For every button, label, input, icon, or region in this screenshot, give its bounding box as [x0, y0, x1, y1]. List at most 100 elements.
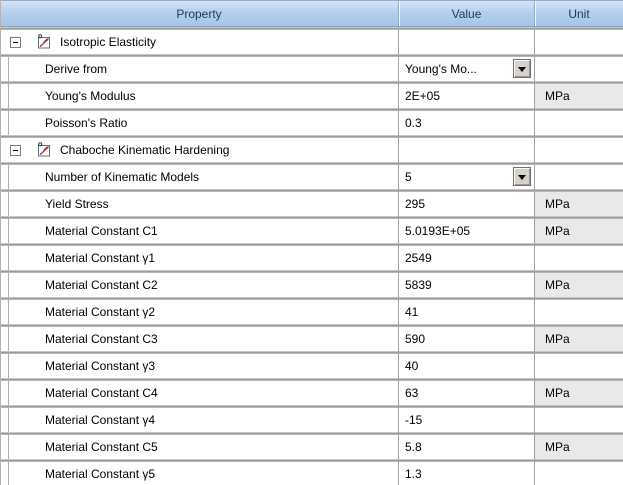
row-separator — [0, 189, 623, 192]
value-cell[interactable]: 63 — [398, 381, 534, 405]
property-label: Material Constant C3 — [45, 332, 158, 346]
row-separator — [0, 243, 623, 246]
value-cell[interactable]: 590 — [398, 327, 534, 351]
unit-cell[interactable] — [534, 30, 623, 54]
property-label: Material Constant γ2 — [45, 305, 156, 319]
property-label: Material Constant C1 — [45, 224, 158, 238]
value-text: 5.0193E+05 — [405, 224, 471, 238]
row-separator — [0, 405, 623, 408]
unit-cell[interactable]: MPa — [534, 435, 623, 459]
property-cell: Chaboche Kinematic Hardening — [0, 138, 398, 162]
unit-cell[interactable]: MPa — [534, 219, 623, 243]
indent-guide-line — [8, 219, 9, 243]
value-cell[interactable]: 41 — [398, 300, 534, 324]
unit-text: MPa — [545, 440, 570, 454]
unit-cell[interactable]: MPa — [534, 192, 623, 216]
value-cell[interactable]: 5.8 — [398, 435, 534, 459]
property-row: Material Constant γ5 1.3 — [0, 462, 623, 485]
collapse-minus-icon[interactable] — [10, 36, 21, 48]
property-row: Material Constant γ2 41 — [0, 300, 623, 324]
property-label: Young's Modulus — [45, 89, 136, 103]
property-row: Number of Kinematic Models 5 — [0, 165, 623, 189]
section-row: Isotropic Elasticity — [0, 30, 623, 54]
indent-guide-line — [8, 111, 9, 135]
value-text: 5 — [405, 170, 412, 184]
value-cell[interactable]: 295 — [398, 192, 534, 216]
value-cell[interactable]: Young's Mo... — [398, 57, 534, 81]
material-model-chart-icon — [36, 142, 52, 158]
unit-cell[interactable] — [534, 462, 623, 485]
value-cell[interactable]: -15 — [398, 408, 534, 432]
unit-cell[interactable]: MPa — [534, 327, 623, 351]
value-cell[interactable]: 2549 — [398, 246, 534, 270]
indent-guide-line — [8, 165, 9, 189]
value-text: 2549 — [405, 251, 432, 265]
row-separator — [0, 297, 623, 300]
property-cell: Poisson's Ratio — [0, 111, 398, 135]
unit-cell[interactable]: MPa — [534, 273, 623, 297]
property-cell: Material Constant C3 — [0, 327, 398, 351]
dropdown-arrow-icon[interactable] — [513, 59, 531, 78]
property-label: Number of Kinematic Models — [45, 170, 200, 184]
property-row: Derive from Young's Mo... — [0, 57, 623, 81]
value-cell[interactable]: 5.0193E+05 — [398, 219, 534, 243]
row-separator — [0, 270, 623, 273]
value-cell[interactable] — [398, 138, 534, 162]
property-cell: Material Constant γ3 — [0, 354, 398, 378]
property-cell: Material Constant C1 — [0, 219, 398, 243]
value-cell[interactable] — [398, 30, 534, 54]
value-cell[interactable]: 40 — [398, 354, 534, 378]
column-header-unit[interactable]: Unit — [534, 1, 623, 26]
indent-guide-line — [8, 354, 9, 378]
unit-text: MPa — [545, 332, 570, 346]
unit-cell[interactable] — [534, 246, 623, 270]
indent-guide-line — [8, 300, 9, 324]
value-text: 5.8 — [405, 440, 422, 454]
value-text: 40 — [405, 359, 419, 373]
material-model-chart-icon — [36, 34, 52, 50]
property-row: Material Constant γ4 -15 — [0, 408, 623, 432]
row-separator — [0, 54, 623, 57]
property-label: Material Constant γ1 — [45, 251, 156, 265]
value-text: -15 — [405, 413, 423, 427]
unit-text: MPa — [545, 386, 570, 400]
property-row: Young's Modulus 2E+05 MPa — [0, 84, 623, 108]
row-separator — [0, 324, 623, 327]
row-separator — [0, 27, 623, 30]
column-header-property[interactable]: Property — [176, 6, 222, 21]
unit-cell[interactable] — [534, 138, 623, 162]
unit-cell[interactable] — [534, 165, 623, 189]
value-cell[interactable]: 2E+05 — [398, 84, 534, 108]
value-cell[interactable]: 0.3 — [398, 111, 534, 135]
collapse-minus-icon[interactable] — [10, 144, 21, 156]
dropdown-arrow-icon[interactable] — [513, 167, 531, 186]
property-label: Material Constant C5 — [45, 440, 158, 454]
value-cell[interactable]: 5839 — [398, 273, 534, 297]
property-row: Material Constant γ1 2549 — [0, 246, 623, 270]
value-text: 590 — [405, 332, 426, 346]
property-cell: Derive from — [0, 57, 398, 81]
value-cell[interactable]: 1.3 — [398, 462, 534, 485]
unit-cell[interactable] — [534, 408, 623, 432]
unit-cell[interactable]: MPa — [534, 84, 623, 108]
unit-text: MPa — [545, 89, 570, 103]
property-row: Material Constant C3 590 MPa — [0, 327, 623, 351]
value-cell[interactable]: 5 — [398, 165, 534, 189]
property-cell: Material Constant C2 — [0, 273, 398, 297]
property-cell: Yield Stress — [0, 192, 398, 216]
unit-cell[interactable]: MPa — [534, 381, 623, 405]
column-divider-value-unit — [534, 27, 535, 485]
row-separator — [0, 108, 623, 111]
unit-cell[interactable] — [534, 354, 623, 378]
row-separator — [0, 351, 623, 354]
property-label: Material Constant C4 — [45, 386, 158, 400]
property-row: Material Constant C1 5.0193E+05 MPa — [0, 219, 623, 243]
section-label: Isotropic Elasticity — [60, 35, 157, 49]
property-label: Derive from — [45, 62, 108, 76]
indent-guide-line — [8, 381, 9, 405]
property-cell: Material Constant C5 — [0, 435, 398, 459]
unit-cell[interactable] — [534, 57, 623, 81]
column-header-value[interactable]: Value — [398, 1, 534, 26]
unit-cell[interactable] — [534, 300, 623, 324]
unit-cell[interactable] — [534, 111, 623, 135]
